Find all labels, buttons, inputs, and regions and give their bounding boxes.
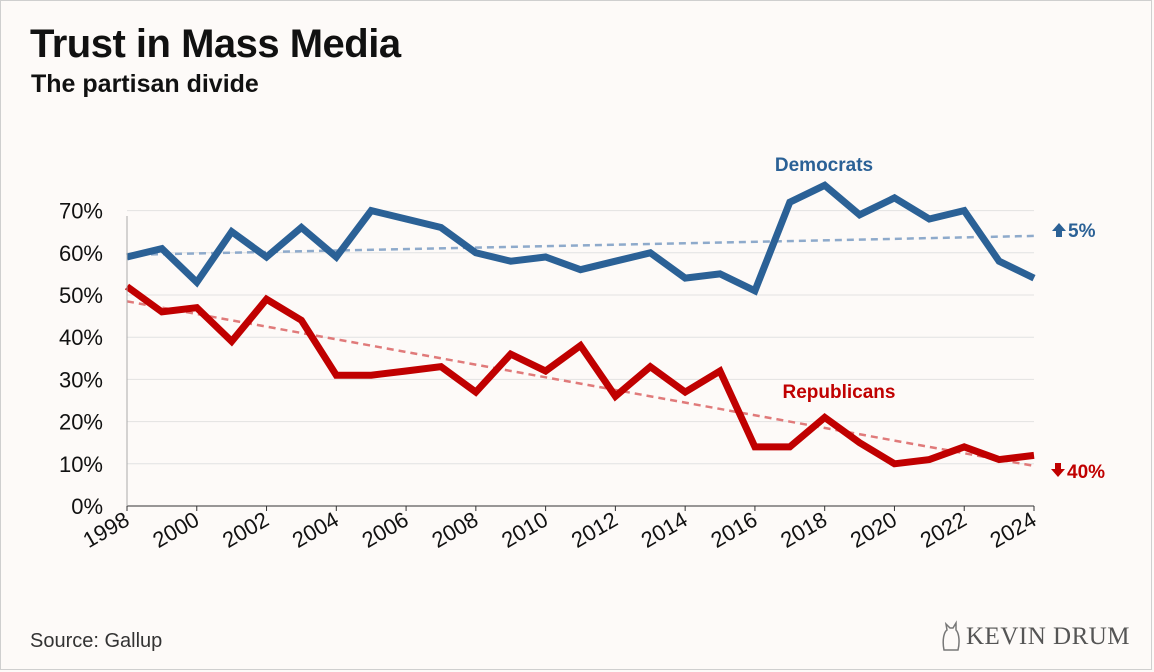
chart-subtitle: The partisan divide [31, 70, 259, 98]
x-tick-label: 2000 [148, 507, 203, 553]
x-tick-label: 2020 [846, 507, 901, 553]
democrats-change-annotation: 5% [1052, 221, 1096, 242]
democrats-change-text: 5% [1068, 221, 1096, 242]
x-tick-label: 2006 [358, 507, 413, 553]
trend-lines [126, 234, 1035, 468]
y-tick-label: 0% [71, 494, 103, 519]
y-tick-label: 60% [59, 241, 103, 266]
x-tick-label: 2022 [916, 507, 971, 553]
y-tick-label: 10% [59, 452, 103, 477]
x-tick-label: 2024 [986, 507, 1041, 553]
y-tick-label: 70% [59, 199, 103, 224]
chart-title: Trust in Mass Media [30, 22, 401, 66]
x-tick-label: 2012 [567, 507, 622, 553]
x-tick-label: 2016 [707, 507, 762, 553]
y-tick-label: 40% [59, 325, 103, 350]
up-arrow-icon [1052, 223, 1066, 237]
x-tick-label: 2014 [637, 507, 692, 553]
brand-logo: KEVIN DRUM [940, 620, 1130, 654]
y-tick-label: 50% [59, 283, 103, 308]
source-note: Source: Gallup [30, 630, 163, 652]
x-tick-label: 2008 [427, 507, 482, 553]
x-tick-label: 2002 [218, 507, 273, 553]
grid-lines [127, 210, 1034, 465]
republicans-change-annotation: 40% [1051, 462, 1105, 483]
x-tick-label: 2004 [288, 507, 343, 553]
cat-icon [942, 620, 960, 651]
brand-name: KEVIN DRUM [966, 623, 1131, 650]
y-axis-tick-labels: 0% 10% 20% 30% 40% 50% 60% 70% [59, 199, 103, 519]
y-tick-label: 30% [59, 367, 103, 392]
x-tick-label: 2018 [776, 507, 831, 553]
republicans-line [124, 283, 1035, 468]
republicans-change-text: 40% [1067, 462, 1105, 483]
down-arrow-icon [1051, 463, 1065, 477]
democrats-line [126, 181, 1036, 296]
republicans-label: Republicans [783, 382, 896, 403]
republicans-trend-line [126, 300, 1035, 468]
democrats-label: Democrats [775, 155, 873, 176]
y-tick-label: 20% [59, 410, 103, 435]
x-tick-label: 2010 [497, 507, 552, 553]
x-axis-tick-labels: 1998 2000 2002 2004 2006 2008 2010 2012 2014 2016… [79, 506, 1041, 553]
series-lines [124, 181, 1036, 468]
